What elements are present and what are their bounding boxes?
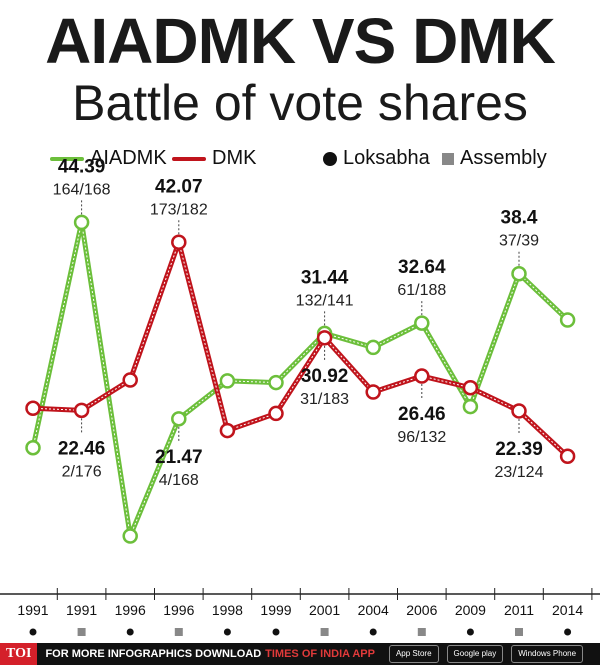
loksabha-marker-0 <box>29 628 37 636</box>
x-tick-label-6: 2001 <box>309 602 340 618</box>
point-aiadmk-9 <box>462 398 479 415</box>
page-subtitle: Battle of vote shares <box>72 75 528 131</box>
point-aiadmk-0 <box>25 439 41 456</box>
data-label-seats-0: 164/168 <box>53 181 111 198</box>
data-label-value-7: 26.46 <box>398 404 446 425</box>
legend-item-loksabha: Loksabha <box>323 147 430 170</box>
data-label-seats-5: 31/183 <box>300 391 349 408</box>
point-aiadmk-3 <box>171 411 187 427</box>
legend-swatch-dmk <box>172 156 206 161</box>
toi-logo: TOI <box>0 643 38 665</box>
vote-share-chart: 44.39 164/168 22.46 2/176 42.07 173/182 21.47 4… <box>0 156 600 636</box>
x-tick-label-9: 2009 <box>455 602 486 618</box>
x-tick-label-7: 2004 <box>358 602 389 618</box>
data-label-seats-3: 4/168 <box>159 472 199 489</box>
app-store-badge[interactable]: App Store <box>388 645 439 663</box>
legend-label-loksabha: Loksabha <box>343 147 430 169</box>
footer-brand: TIMES OF INDIA APP <box>265 648 375 660</box>
series-line-aiadmk <box>30 219 570 539</box>
legend-item-assembly: Assembly <box>442 147 547 170</box>
x-tick-label-3: 1996 <box>163 602 194 618</box>
data-label-value-8: 38.4 <box>501 208 538 229</box>
data-label-value-5: 30.92 <box>301 366 349 387</box>
point-dmk-8 <box>414 368 430 384</box>
legend-label-dmk: DMK <box>212 147 257 169</box>
point-dmk-6 <box>316 330 333 346</box>
point-dmk-0 <box>25 400 41 417</box>
data-label-value-0: 44.39 <box>58 156 106 177</box>
assembly-marker-8 <box>417 628 426 636</box>
data-label-value-2: 42.07 <box>155 176 203 197</box>
point-aiadmk-1 <box>73 214 90 231</box>
google-play-badge[interactable]: Google play <box>446 645 504 663</box>
point-aiadmk-5 <box>268 374 284 391</box>
point-aiadmk-11 <box>559 312 576 328</box>
loksabha-dot-icon <box>323 151 337 166</box>
legend-swatch-aiadmk <box>50 156 84 161</box>
point-aiadmk-8 <box>414 315 430 331</box>
legend: AIADMK DMK Loksabha Assembly <box>0 147 600 171</box>
data-label-value-6: 32.64 <box>398 257 446 278</box>
point-aiadmk-10 <box>511 265 527 282</box>
point-dmk-4 <box>219 422 236 439</box>
data-label-value-4: 31.44 <box>301 267 349 288</box>
data-label-seats-4: 132/141 <box>296 292 354 309</box>
legend-label-assembly: Assembly <box>460 147 547 169</box>
point-dmk-7 <box>365 384 381 400</box>
loksabha-marker-7 <box>369 628 377 636</box>
footer-bar: TOI FOR MORE INFOGRAPHICS DOWNLOAD TIMES… <box>0 643 600 665</box>
data-label-value-3: 21.47 <box>155 447 203 468</box>
x-tick-label-1: 1991 <box>66 602 97 618</box>
x-tick-label-11: 2014 <box>552 602 583 618</box>
x-tick-label-4: 1998 <box>212 602 243 618</box>
series-line-highlight-dmk <box>32 240 568 457</box>
assembly-marker-10 <box>515 628 523 636</box>
data-label-seats-9: 23/124 <box>495 464 544 481</box>
point-dmk-3 <box>171 234 187 251</box>
legend-item-aiadmk: AIADMK <box>50 147 167 170</box>
data-label-value-1: 22.46 <box>58 438 106 459</box>
data-label-seats-8: 37/39 <box>499 233 539 250</box>
point-dmk-9 <box>462 379 479 396</box>
x-tick-label-10: 2011 <box>504 602 534 618</box>
x-tick-label-8: 2006 <box>406 602 437 618</box>
assembly-marker-1 <box>77 628 86 636</box>
legend-label-aiadmk: AIADMK <box>90 147 167 169</box>
point-dmk-11 <box>559 448 576 465</box>
footer-text: FOR MORE INFOGRAPHICS DOWNLOAD <box>45 648 262 660</box>
page-title: AIADMK VS DMK <box>45 5 556 77</box>
data-label-seats-2: 173/182 <box>150 201 208 218</box>
point-aiadmk-4 <box>219 373 236 389</box>
assembly-marker-3 <box>174 628 183 636</box>
x-tick-label-2: 1996 <box>115 602 146 618</box>
x-tick-label-5: 1999 <box>260 602 291 618</box>
point-dmk-5 <box>268 405 284 422</box>
loksabha-marker-4 <box>223 628 231 636</box>
assembly-square-icon <box>442 152 454 165</box>
data-label-seats-7: 96/132 <box>397 429 446 446</box>
legend-item-dmk: DMK <box>172 147 256 170</box>
loksabha-marker-2 <box>126 628 134 636</box>
data-label-seats-6: 61/188 <box>397 282 446 299</box>
loksabha-marker-9 <box>466 628 474 636</box>
x-tick-label-0: 1991 <box>17 602 48 618</box>
point-aiadmk-2 <box>122 528 138 544</box>
loksabha-marker-5 <box>272 628 280 636</box>
point-aiadmk-7 <box>365 339 381 356</box>
data-label-value-9: 22.39 <box>495 439 543 460</box>
assembly-marker-6 <box>320 628 329 636</box>
data-label-seats-1: 2/176 <box>62 463 102 480</box>
point-dmk-1 <box>73 402 90 419</box>
windows-phone-badge[interactable]: Windows Phone <box>511 645 584 663</box>
point-dmk-10 <box>511 403 527 419</box>
point-dmk-2 <box>122 372 138 388</box>
loksabha-marker-11 <box>564 628 572 636</box>
